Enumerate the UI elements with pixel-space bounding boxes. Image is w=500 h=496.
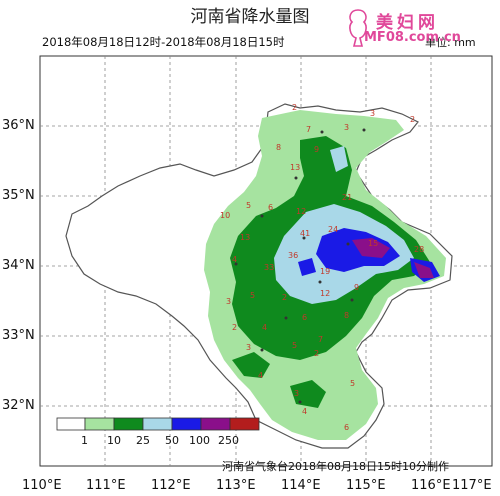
station-rainfall-value: 7 (318, 335, 323, 344)
legend-label: 250 (218, 434, 239, 447)
station-rainfall-value: 5 (246, 201, 251, 210)
legend-swatch-5 (200, 417, 231, 431)
legend-colorbar (56, 417, 260, 431)
station-rainfall-value: 4 (232, 255, 237, 264)
station-rainfall-value: 4 (302, 407, 307, 416)
station-rainfall-value: 24 (328, 225, 338, 234)
watermark-logo (349, 9, 367, 47)
station-rainfall-value: 3 (226, 297, 231, 306)
station-rainfall-value: 5 (250, 291, 255, 300)
legend-swatch-6 (229, 417, 260, 431)
station-rainfall-value: 6 (268, 203, 273, 212)
station-rainfall-value: 3 (370, 109, 375, 118)
lon-label: 113°E (216, 478, 256, 493)
station-rainfall-value: 12 (320, 289, 330, 298)
unit-label: 单位: mm (425, 36, 476, 49)
station-rainfall-value: 15 (368, 239, 378, 248)
station-rainfall-value: 2 (232, 323, 237, 332)
station-rainfall-value: 7 (306, 125, 311, 134)
station-rainfall-value: 6 (302, 313, 307, 322)
legend-label: 100 (189, 434, 210, 447)
lon-label: 115°E (346, 478, 386, 493)
lat-label: 33°N (2, 328, 35, 343)
station-rainfall-value: 2 (292, 103, 297, 112)
legend-swatch-1 (84, 417, 115, 431)
station-rainfall-value: 41 (300, 229, 310, 238)
lat-label: 34°N (2, 258, 35, 273)
station-rainfall-value: 13 (240, 233, 250, 242)
station-rainfall-value: 3 (344, 123, 349, 132)
legend-label: 1 (81, 434, 88, 447)
station-rainfall-value: 3 (246, 343, 251, 352)
lon-label: 111°E (86, 478, 126, 493)
lat-label: 32°N (2, 398, 35, 413)
station-rainfall-value: 3 (294, 389, 299, 398)
legend-label: 50 (165, 434, 179, 447)
watermark-site-name: 美妇网 (376, 13, 439, 33)
page-title: 河南省降水量图 (190, 7, 310, 27)
station-rainfall-value: 10 (220, 211, 230, 220)
rain-area-50-100 (316, 228, 400, 272)
legend-swatch-4 (171, 417, 202, 431)
legend-swatch-2 (113, 417, 144, 431)
legend-label: 10 (107, 434, 121, 447)
station-rainfall-value: 2 (314, 349, 319, 358)
watermark-site-url: MF08.com.cn (364, 30, 461, 45)
lat-label: 36°N (2, 118, 35, 133)
station-rainfall-value: 5 (292, 341, 297, 350)
station-rainfall-value: 19 (320, 267, 330, 276)
station-rainfall-value: 9 (354, 283, 359, 292)
legend-swatch-3 (142, 417, 173, 431)
station-rainfall-value: 9 (314, 145, 319, 154)
footer-credit: 河南省气象台2018年08月18日15时10分制作 (222, 460, 449, 473)
city-markers (234, 128, 366, 404)
station-rainfall-value: 36 (288, 251, 298, 260)
station-rainfall-value: 6 (344, 423, 349, 432)
legend-labels: 1 10 25 50 100 250 (57, 434, 257, 450)
station-rainfall-value: 8 (344, 311, 349, 320)
lon-label: 114°E (281, 478, 321, 493)
station-rainfall-value: 33 (264, 263, 274, 272)
station-rainfall-value: 2 (282, 293, 287, 302)
station-rainfall-value: 28 (414, 245, 424, 254)
time-range: 2018年08月18日12时-2018年08月18日15时 (42, 35, 285, 49)
station-rainfall-value: 4 (262, 323, 267, 332)
lat-label: 35°N (2, 188, 35, 203)
legend-label: 25 (136, 434, 150, 447)
station-rainfall-value: 5 (350, 379, 355, 388)
station-rainfall-value: 13 (290, 163, 300, 172)
lon-label: 117°E (452, 478, 492, 493)
station-rainfall-value: 8 (276, 143, 281, 152)
station-rainfall-value: 4 (258, 371, 263, 380)
legend-swatch-0 (56, 417, 86, 431)
lon-label: 112°E (151, 478, 191, 493)
station-rainfall-value: 2 (410, 115, 415, 124)
lon-label: 116°E (411, 478, 451, 493)
rain-area-100-250 (352, 238, 390, 258)
lon-label: 110°E (22, 478, 62, 493)
station-rainfall-value: 12 (296, 207, 306, 216)
station-rainfall-value: 21 (342, 193, 352, 202)
